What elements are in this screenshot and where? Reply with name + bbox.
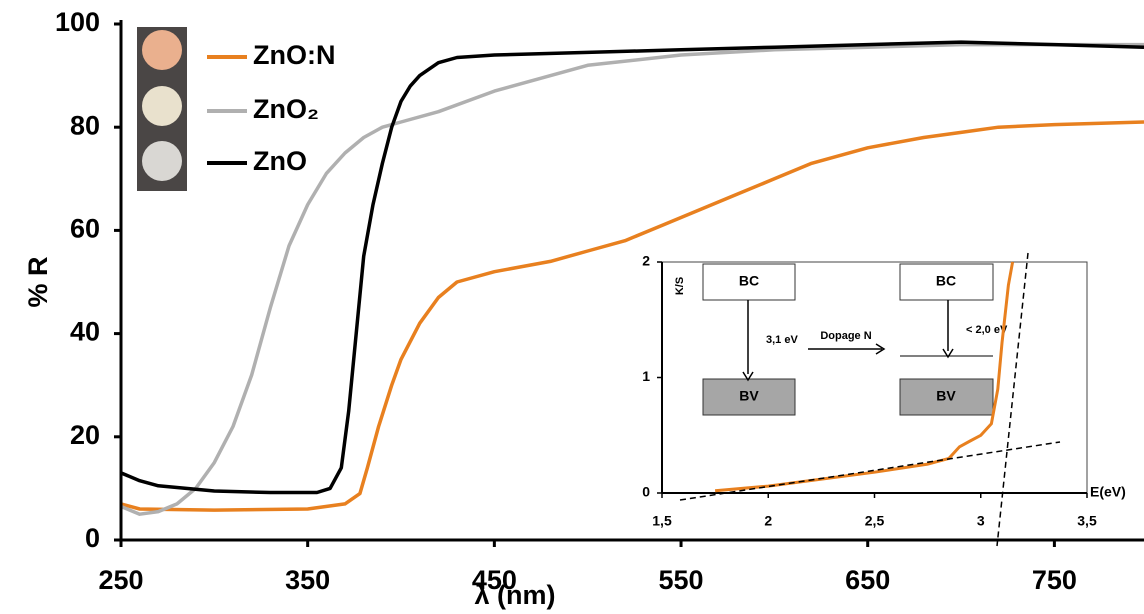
data-line xyxy=(120,120,1144,512)
inset-x-label: E(eV) xyxy=(1090,484,1126,500)
arrow-head xyxy=(875,343,886,355)
y-tick-label: 40 xyxy=(70,317,100,347)
band-box xyxy=(899,263,994,301)
band-box xyxy=(899,378,994,416)
inset-y-tick-label: 1 xyxy=(642,368,650,384)
band-label: BV xyxy=(739,388,759,404)
inset-y-label: K/S xyxy=(674,277,686,295)
y-tick-label: 20 xyxy=(70,420,100,450)
inset-y-tick-label: 2 xyxy=(642,253,650,269)
band-box xyxy=(702,263,796,301)
inset-x-tick-label: 3,5 xyxy=(1077,513,1097,529)
band-label: BV xyxy=(936,388,956,404)
x-tick-label: 650 xyxy=(845,565,890,595)
data-line xyxy=(120,40,1144,495)
inset-x-tick-label: 2 xyxy=(764,513,772,529)
y-tick-label: 100 xyxy=(55,7,100,37)
band-label: BC xyxy=(739,273,759,289)
y-tick-label: 80 xyxy=(70,110,100,140)
gap-label: 3,1 eV xyxy=(766,334,798,346)
gap-label: < 2,0 eV xyxy=(966,324,1008,336)
inset-x-tick-label: 2,5 xyxy=(865,513,885,529)
x-tick-label: 550 xyxy=(659,565,704,595)
inset-x-tick-label: 3 xyxy=(977,513,985,529)
inset-line xyxy=(714,261,1015,493)
legend-label: ZnO:N xyxy=(253,40,335,70)
x-tick-label: 350 xyxy=(285,565,330,595)
legend-label: ZnO xyxy=(253,146,307,176)
inset: E(eV) K/S BC BV 3,1 eV Dopage N BC BV < … xyxy=(642,252,1126,547)
x-tick-label: 450 xyxy=(472,565,517,595)
fit-line xyxy=(996,252,1029,547)
legend-label: ZnO₂ xyxy=(253,94,319,124)
doping-label: Dopage N xyxy=(820,330,871,342)
arrow-head xyxy=(942,348,954,359)
arrow-head xyxy=(742,371,754,382)
inset-x-tick-label: 1,5 xyxy=(652,513,672,529)
fit-line xyxy=(679,441,1061,501)
inset-y-tick-label: 0 xyxy=(642,484,650,500)
band-label: BC xyxy=(936,273,956,289)
y-tick-label: 0 xyxy=(85,523,100,553)
legend: ZnO:N ZnO₂ ZnO xyxy=(137,27,335,191)
sample-dot xyxy=(142,30,182,70)
plot-area xyxy=(120,40,1144,516)
x-tick-label: 750 xyxy=(1032,565,1077,595)
sample-dot xyxy=(142,141,182,181)
sample-dot xyxy=(142,86,182,126)
y-tick-label: 60 xyxy=(70,214,100,244)
y-axis-label: % R xyxy=(23,256,53,307)
x-axis-label: λ (nm) xyxy=(475,580,556,610)
x-tick-label: 250 xyxy=(98,565,143,595)
band-box xyxy=(702,378,796,416)
